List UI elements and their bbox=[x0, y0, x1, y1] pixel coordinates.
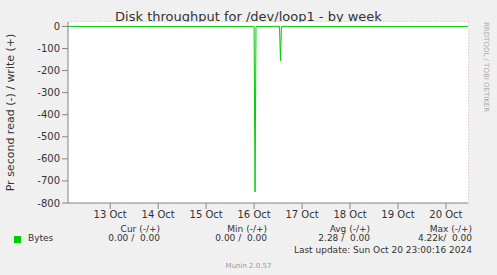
html-text:Max (-/+): Max (-/+) bbox=[429, 224, 472, 234]
svg-text:-700: -700 bbox=[37, 175, 60, 186]
html-text:Avg (-/+): Avg (-/+) bbox=[329, 224, 370, 234]
svg-text:15 Oct: 15 Oct bbox=[190, 209, 223, 220]
html-text:2.28 / 0.00: 2.28 / 0.00 bbox=[318, 233, 370, 243]
html-text:4.22k/ 0.00: 4.22k/ 0.00 bbox=[418, 233, 472, 243]
html-text:0.00 / 0.00: 0.00 / 0.00 bbox=[108, 233, 160, 243]
html-text:Min (-/+): Min (-/+) bbox=[227, 224, 267, 234]
html-text:Disk throughput for /dev/loop1: Disk throughput for /dev/loop1 - by week bbox=[115, 9, 382, 24]
svg-text:19 Oct: 19 Oct bbox=[381, 209, 414, 220]
html-text:RRDTOOL / TOBI OETIKER: RRDTOOL / TOBI OETIKER bbox=[482, 22, 490, 113]
svg-text:-600: -600 bbox=[37, 153, 60, 164]
svg-text:-400: -400 bbox=[37, 109, 60, 120]
html-text:Munin 2.0.57: Munin 2.0.57 bbox=[225, 262, 272, 270]
html-text:Cur (-/+): Cur (-/+) bbox=[120, 224, 160, 234]
html-text:Last update: Sun Oct 20 23:00:: Last update: Sun Oct 20 23:00:16 2024 bbox=[293, 245, 472, 255]
html-text:Bytes: Bytes bbox=[28, 233, 54, 243]
svg-text:13 Oct: 13 Oct bbox=[94, 209, 127, 220]
html-text:0.00 / 0.00: 0.00 / 0.00 bbox=[215, 233, 267, 243]
svg-text:14 Oct: 14 Oct bbox=[142, 209, 175, 220]
svg-text:0: 0 bbox=[54, 21, 60, 32]
svg-text:-800: -800 bbox=[37, 198, 60, 209]
svg-text:17 Oct: 17 Oct bbox=[285, 209, 318, 220]
svg-text:Pr second read (-) / write (+): Pr second read (-) / write (+) bbox=[8, 34, 17, 192]
svg-text:-100: -100 bbox=[37, 43, 60, 54]
svg-text:-200: -200 bbox=[37, 65, 60, 76]
svg-text:-500: -500 bbox=[37, 131, 60, 142]
svg-text:18 Oct: 18 Oct bbox=[333, 209, 366, 220]
svg-text:-300: -300 bbox=[37, 87, 60, 98]
svg-text:20 Oct: 20 Oct bbox=[429, 209, 462, 220]
svg-text:16 Oct: 16 Oct bbox=[237, 209, 270, 220]
